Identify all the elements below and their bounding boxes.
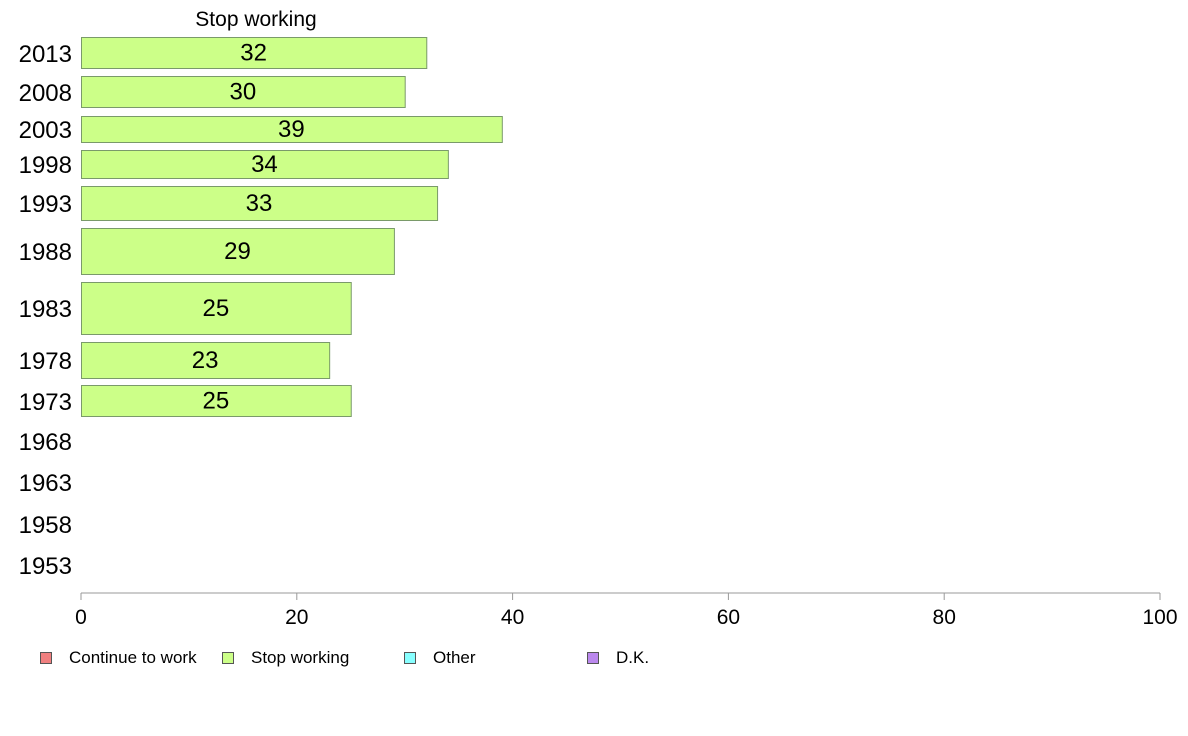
bar [81,116,503,143]
x-tick-label: 60 [717,606,740,629]
x-axis: 0 20 40 60 80 100 [75,592,1178,629]
bar-value-label: 32 [240,40,267,67]
bar [81,282,352,335]
bar-value-label: 33 [246,190,273,217]
bar [81,385,352,417]
y-tick-label: 1983 [19,296,72,323]
legend-swatch [587,652,599,664]
bar-value-label: 39 [278,116,305,143]
bar-value-label: 25 [203,295,230,322]
y-tick-label: 2008 [19,80,72,107]
legend-item-continue: Continue to work [40,648,197,668]
y-tick-label: 1953 [19,553,72,580]
legend-label: Stop working [251,648,350,667]
y-tick-label: 1988 [19,239,72,266]
legend-label: Other [433,648,476,667]
bar [81,342,331,379]
bar-value-label: 23 [192,347,219,374]
chart-title: Stop working [195,8,316,31]
x-tick-label: 80 [933,606,956,629]
bar-value-label: 29 [224,238,251,265]
y-tick-label: 1998 [19,152,72,179]
y-tick-label: 1968 [19,429,72,456]
legend-item-other: Other [404,648,476,668]
bar-value-label: 25 [203,388,230,415]
bar [81,186,439,221]
legend-item-stop: Stop working [222,648,349,668]
bar [81,37,428,69]
legend-swatch [404,652,416,664]
y-tick-labels: 2013 2008 2003 1998 1993 1988 1983 1978 1973 1968… [19,41,72,580]
legend-swatch [222,652,234,664]
x-tick-label: 20 [285,606,308,629]
x-tick-label: 0 [75,606,87,629]
legend-label: Continue to work [69,648,197,667]
y-tick-label: 1993 [19,191,72,218]
y-tick-label: 2013 [19,41,72,68]
bar [81,76,406,108]
y-tick-label: 1978 [19,348,72,375]
bar [81,228,395,275]
bar-value-label: 34 [251,151,278,178]
y-tick-label: 1958 [19,512,72,539]
legend-item-dk: D.K. [587,648,649,668]
legend: Continue to work Stop working Other D.K. [40,648,740,668]
bar [81,150,449,179]
y-tick-label: 1963 [19,470,72,497]
y-tick-label: 2003 [19,117,72,144]
x-tick-label: 100 [1142,606,1177,629]
y-tick-label: 1973 [19,389,72,416]
bar-value-label: 30 [229,79,256,106]
x-tick-label: 40 [501,606,524,629]
legend-swatch [40,652,52,664]
legend-label: D.K. [616,648,650,667]
